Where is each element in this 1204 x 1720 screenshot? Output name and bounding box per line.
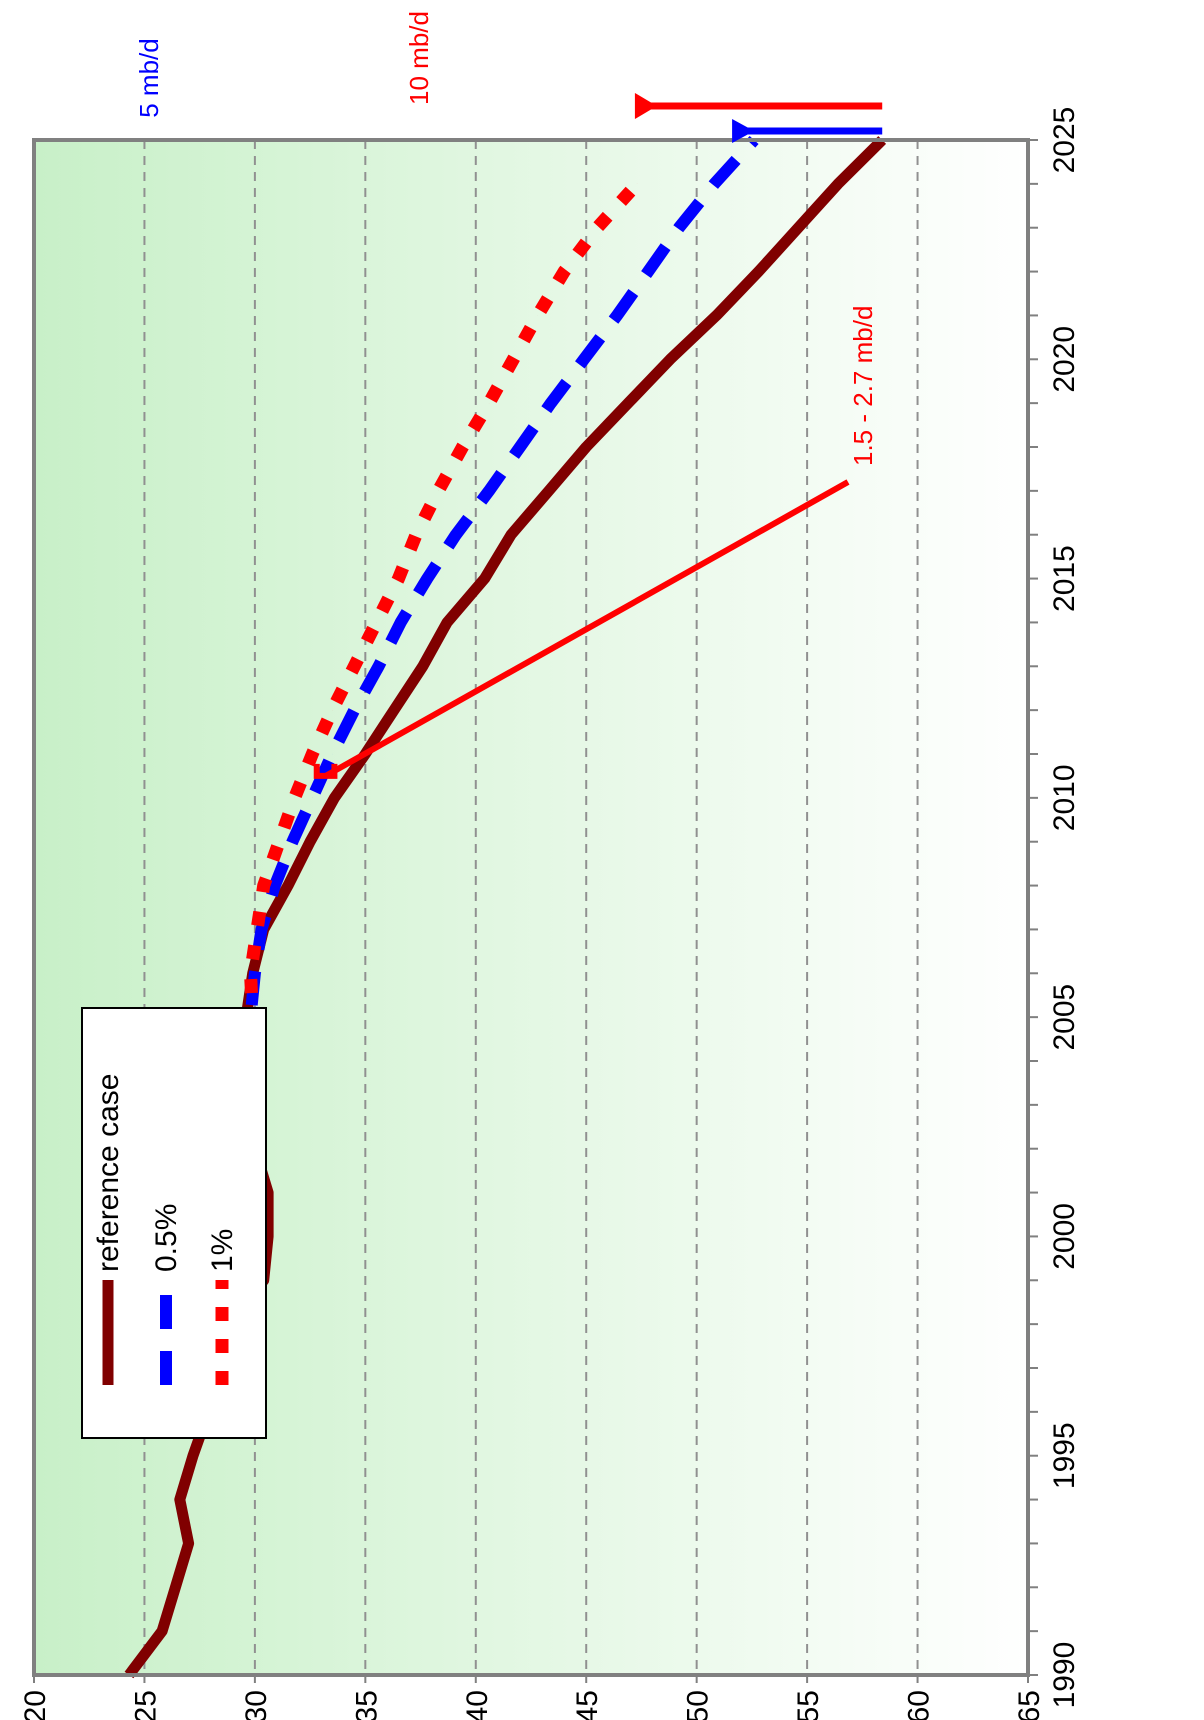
legend-label-2: 1%	[206, 1229, 239, 1272]
annotation-leader	[324, 479, 850, 779]
plot-frame	[32, 138, 1030, 1677]
value-tick-label-25: 25	[129, 1690, 162, 1720]
year-tick-label-2020: 2020	[1048, 326, 1081, 393]
year-tick-label-2000: 2000	[1048, 1203, 1081, 1270]
annotation-label-10mbd: 10 mb/d	[404, 11, 434, 105]
year-tick-label-1990: 1990	[1048, 1642, 1081, 1709]
series-line-2	[244, 179, 642, 1062]
year-tick-label-1995: 1995	[1048, 1422, 1081, 1489]
year-tick-label-2010: 2010	[1048, 764, 1081, 831]
value-tick-label-40: 40	[461, 1690, 494, 1720]
value-tick-label-60: 60	[903, 1690, 936, 1720]
value-tick-label-50: 50	[682, 1690, 715, 1720]
year-tick-label-2005: 2005	[1048, 984, 1081, 1051]
annotation-label-range: 1.5 - 2.7 mb/d	[848, 306, 878, 466]
series-line-1	[244, 135, 759, 1061]
legend-label-0: reference case	[92, 1074, 125, 1272]
value-tick-label-55: 55	[792, 1690, 825, 1720]
annotation-label-5mbd: 5 mb/d	[134, 38, 164, 118]
legend-label-1: 0.5%	[150, 1204, 183, 1272]
annotations: 5 mb/d 10 mb/d 1.5 - 2.7 mb/d	[134, 11, 883, 779]
annotation-arrowhead-5mbd	[732, 119, 755, 143]
value-tick-label-20: 20	[19, 1690, 52, 1720]
value-tick-label-65: 65	[1013, 1690, 1046, 1720]
value-tick-label-30: 30	[240, 1690, 273, 1720]
axes: 20 25 30 35 40 45 50 55 60 65 19901995200020052010…	[19, 107, 1081, 1720]
legend: reference case 0.5% 1%	[81, 1007, 267, 1439]
value-tick-label-45: 45	[571, 1690, 604, 1720]
plot-background	[34, 140, 1028, 1675]
annotation-arrowhead-10mbd	[634, 93, 657, 119]
value-tick-label-35: 35	[350, 1690, 383, 1720]
year-tick-label-2025: 2025	[1048, 107, 1081, 174]
year-tick-label-2015: 2015	[1048, 545, 1081, 612]
